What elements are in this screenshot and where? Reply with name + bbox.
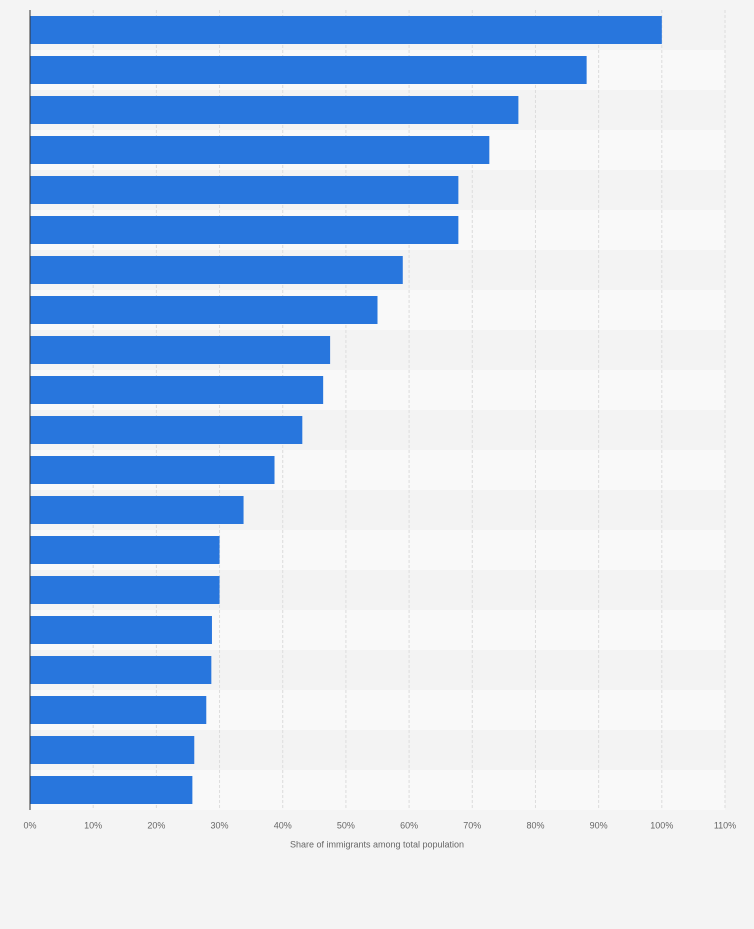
bar: [30, 256, 403, 284]
bar: [30, 16, 662, 44]
bar: [30, 576, 220, 604]
bar: [30, 456, 275, 484]
bar: [30, 376, 324, 404]
bar: [30, 336, 331, 364]
x-tick-label: 0%: [23, 820, 36, 830]
x-tick-label: 80%: [526, 820, 544, 830]
bar: [30, 536, 220, 564]
bar: [30, 736, 195, 764]
bar: [30, 56, 587, 84]
x-tick-label: 30%: [211, 820, 229, 830]
bar: [30, 696, 207, 724]
x-tick-label: 90%: [590, 820, 608, 830]
x-tick-label: 70%: [463, 820, 481, 830]
x-tick-label: 110%: [714, 820, 736, 830]
x-tick-label: 20%: [147, 820, 165, 830]
bar: [30, 416, 303, 444]
x-tick-label: 60%: [400, 820, 418, 830]
x-tick-label: 50%: [337, 820, 355, 830]
bar: [30, 656, 212, 684]
bar: [30, 616, 212, 644]
bar: [30, 296, 378, 324]
x-tick-label: 100%: [650, 820, 673, 830]
x-tick-label: 40%: [274, 820, 292, 830]
bar: [30, 96, 519, 124]
bar: [30, 496, 244, 524]
bar: [30, 776, 193, 804]
bar: [30, 136, 490, 164]
x-tick-label: 10%: [84, 820, 102, 830]
x-axis-title: Share of immigrants among total populati…: [290, 839, 464, 849]
bar: [30, 216, 459, 244]
bar: [30, 176, 459, 204]
